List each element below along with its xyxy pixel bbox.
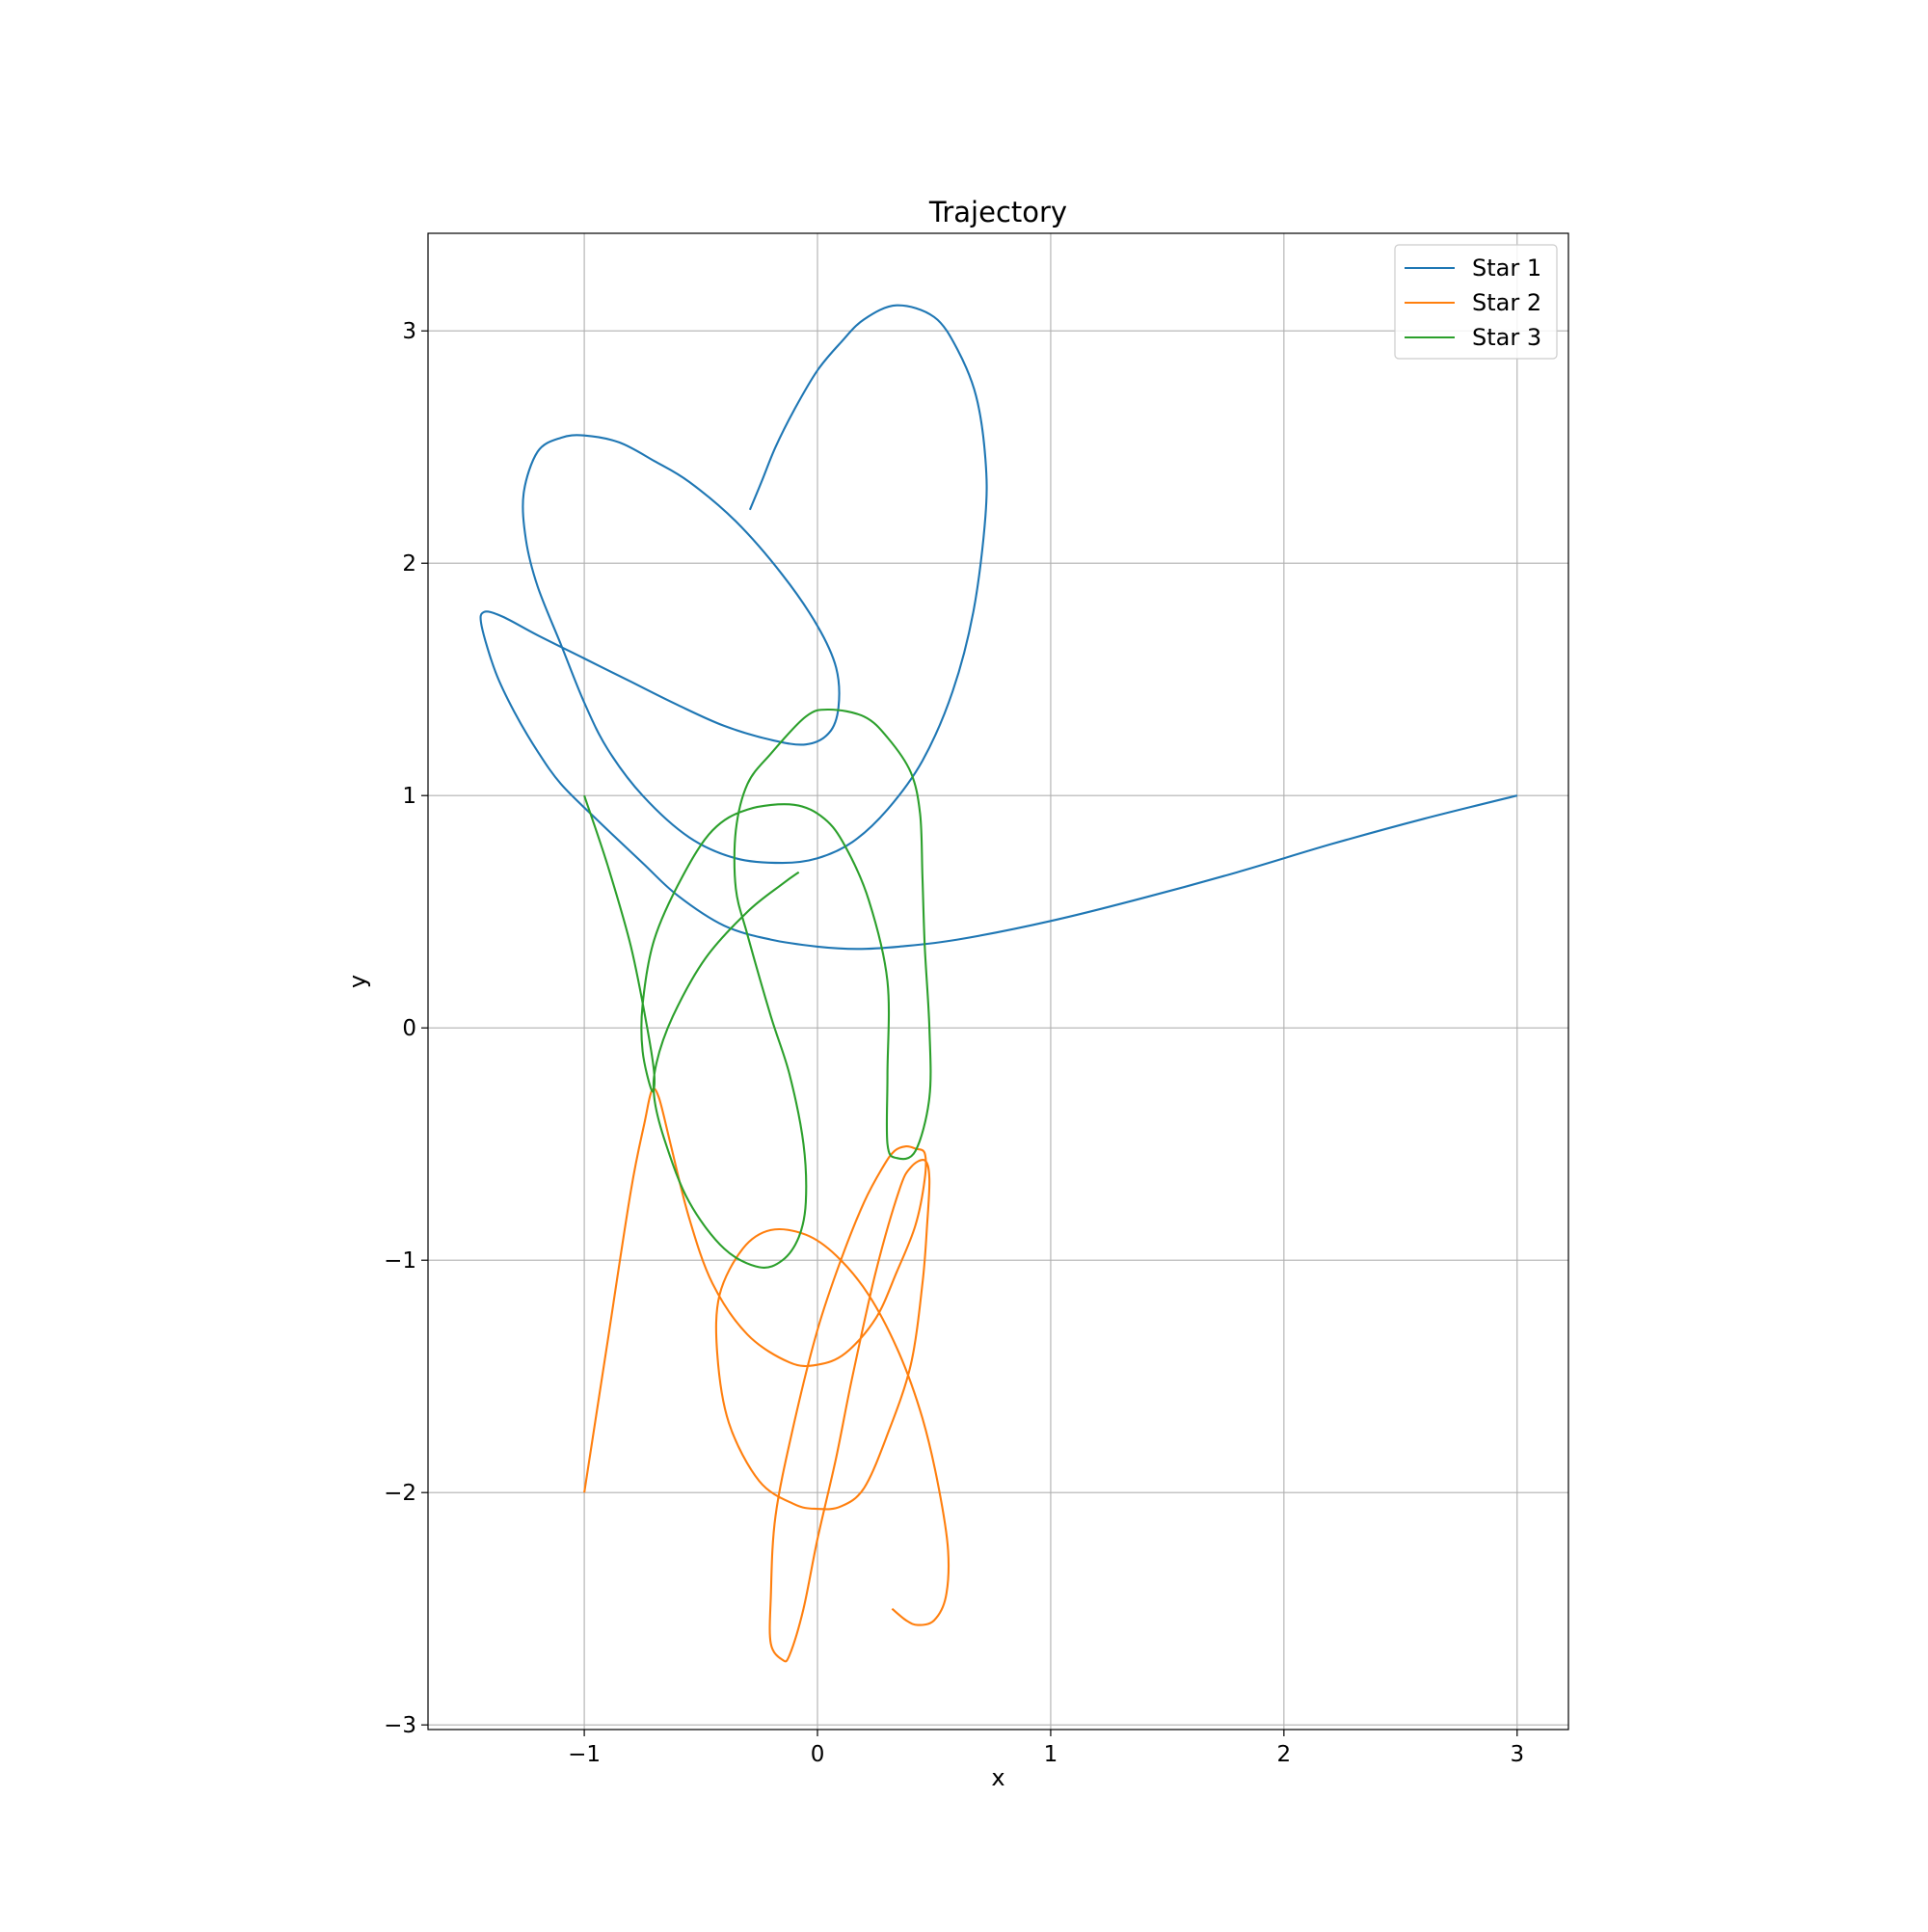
series-line-star-1 <box>479 304 1518 951</box>
y-tick-label: −3 <box>384 1713 416 1738</box>
y-tick-label: 0 <box>402 1016 416 1041</box>
legend-label: Star 3 <box>1472 324 1541 351</box>
x-tick-label: 3 <box>1510 1742 1524 1767</box>
y-tick-label: −2 <box>384 1481 416 1506</box>
y-tick-label: 3 <box>402 319 416 344</box>
x-axis-label: x <box>991 1764 1004 1791</box>
x-tick-label: 1 <box>1044 1742 1058 1767</box>
y-axis-label: y <box>344 975 371 988</box>
plot-series <box>479 304 1518 1663</box>
x-tick-label: 2 <box>1277 1742 1292 1767</box>
legend-box <box>1394 244 1558 360</box>
x-tick-label: −1 <box>568 1742 601 1767</box>
series-line-star-3 <box>583 708 932 1269</box>
chart-title: Trajectory <box>928 196 1067 228</box>
legend-label: Star 1 <box>1472 255 1541 282</box>
legend-label: Star 2 <box>1472 289 1541 316</box>
y-tick-label: 1 <box>402 784 416 809</box>
y-tick-label: 2 <box>402 551 416 577</box>
axis-ticks: −1 0 1 2 3 −3 −2 −1 0 1 2 3 <box>384 319 1524 1767</box>
axes-frame <box>427 232 1569 1731</box>
legend: Star 1 Star 2 Star 3 <box>1394 244 1558 360</box>
grid <box>428 233 1568 1730</box>
y-tick-label: −1 <box>384 1248 416 1274</box>
series-line-star-2 <box>583 1087 951 1663</box>
x-tick-label: 0 <box>811 1742 825 1767</box>
